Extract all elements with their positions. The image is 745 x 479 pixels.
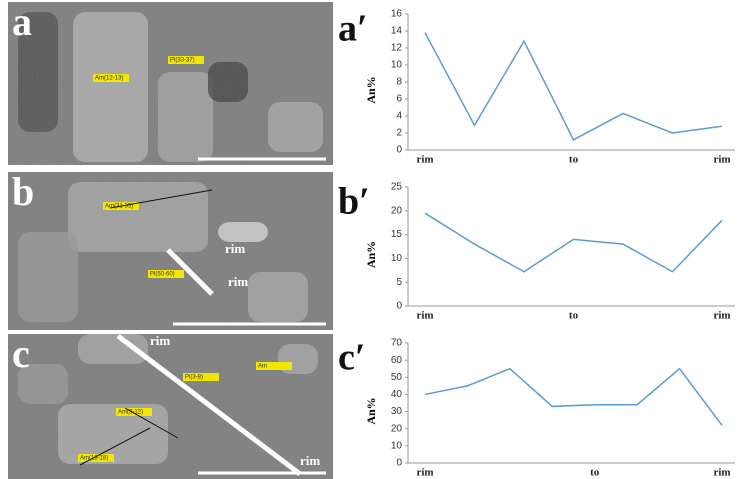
image-label: b bbox=[12, 169, 34, 214]
y-tick-label: 40 bbox=[391, 389, 403, 400]
data-line bbox=[425, 213, 722, 272]
x-tick-label: rim bbox=[713, 467, 730, 479]
y-axis-label: An% bbox=[364, 241, 378, 268]
y-tick-label: 0 bbox=[396, 145, 402, 156]
annotation: Am(13-18) bbox=[80, 456, 108, 462]
y-tick-label: 20 bbox=[391, 423, 403, 434]
annotation: Am(3-12) bbox=[118, 410, 143, 416]
image-label: a bbox=[12, 0, 32, 44]
y-tick-label: 12 bbox=[391, 43, 403, 54]
y-tick-label: 25 bbox=[391, 182, 403, 193]
y-tick-label: 0 bbox=[396, 458, 402, 469]
rim-label: rim bbox=[228, 274, 248, 289]
data-line bbox=[425, 33, 722, 140]
y-tick-label: 8 bbox=[396, 77, 402, 88]
y-tick-label: 4 bbox=[396, 111, 402, 122]
y-tick-label: 10 bbox=[391, 60, 403, 71]
figure: aAm(12-13)Pl(33-37)bAm(31-35)Pl(50-60)ri… bbox=[0, 0, 745, 479]
x-tick-label: rim bbox=[416, 310, 433, 322]
y-axis-label: An% bbox=[364, 397, 378, 424]
annotation: Pl(3-8) bbox=[185, 375, 203, 381]
panel-label: c′ bbox=[338, 337, 366, 379]
x-tick-label: to bbox=[569, 154, 579, 166]
grain-texture bbox=[8, 334, 333, 479]
x-tick-label: rim bbox=[416, 467, 433, 479]
grain-texture bbox=[8, 2, 333, 165]
y-tick-label: 5 bbox=[396, 277, 402, 288]
y-tick-label: 14 bbox=[391, 26, 403, 37]
data-line bbox=[425, 369, 722, 426]
y-tick-label: 60 bbox=[391, 355, 403, 366]
annotation: Pl(50-60) bbox=[150, 272, 175, 278]
image-label: c bbox=[12, 331, 30, 376]
y-tick-label: 10 bbox=[391, 440, 403, 451]
y-tick-label: 10 bbox=[391, 253, 403, 264]
y-axis-label: An% bbox=[364, 76, 378, 103]
y-tick-label: 6 bbox=[396, 94, 402, 105]
y-tick-label: 70 bbox=[391, 338, 403, 349]
y-tick-label: 16 bbox=[391, 9, 403, 20]
rim-label: rim bbox=[300, 453, 320, 468]
x-tick-label: to bbox=[569, 310, 579, 322]
y-tick-label: 30 bbox=[391, 406, 403, 417]
annotation: Am bbox=[258, 364, 267, 370]
annotation: Pl(33-37) bbox=[170, 58, 195, 64]
y-tick-label: 2 bbox=[396, 128, 402, 139]
annotation: Am(12-13) bbox=[95, 76, 123, 82]
rim-label: rim bbox=[150, 333, 170, 348]
panel-label: b′ bbox=[338, 181, 370, 223]
x-tick-label: rim bbox=[416, 154, 433, 166]
x-tick-label: to bbox=[590, 467, 600, 479]
panel-label: a′ bbox=[338, 8, 368, 50]
y-tick-label: 15 bbox=[391, 229, 403, 240]
x-tick-label: rim bbox=[713, 154, 730, 166]
x-tick-label: rim bbox=[713, 310, 730, 322]
y-tick-label: 0 bbox=[396, 301, 402, 312]
y-tick-label: 50 bbox=[391, 372, 403, 383]
rim-label: rim bbox=[225, 241, 245, 256]
y-tick-label: 20 bbox=[391, 205, 403, 216]
